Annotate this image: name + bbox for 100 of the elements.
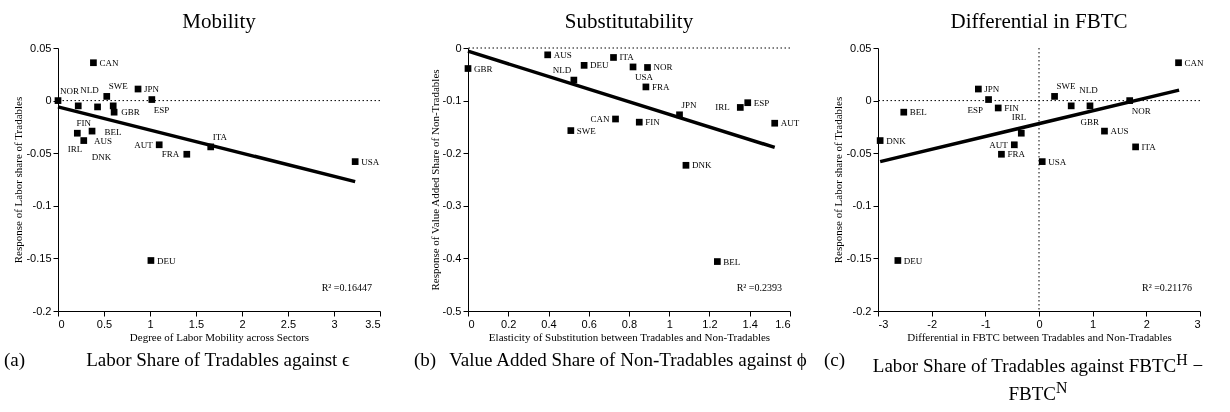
- x-tick-label: 2: [1143, 317, 1150, 330]
- y-tick-label: -0.4: [442, 251, 462, 264]
- data-label: NOR: [1131, 105, 1151, 116]
- data-label: DEU: [903, 255, 923, 266]
- text: Labor Share of Tradables against ϵ: [85, 349, 351, 371]
- x-tick-label: 0.5: [96, 317, 113, 330]
- data-label: GBR: [121, 106, 140, 117]
- point: [1051, 93, 1058, 100]
- data-label: ITA: [212, 131, 228, 142]
- data-label: SWE: [108, 81, 129, 92]
- data-label: NLD: [552, 65, 572, 76]
- data-label: NLD: [1079, 84, 1099, 95]
- data-label: JPN: [144, 84, 160, 95]
- y-axis-title: Response of Labor share of Tradables: [12, 96, 25, 264]
- data-label: AUT: [780, 118, 800, 129]
- data-label: FIN: [76, 117, 92, 128]
- point: [90, 59, 97, 67]
- x-tick-label: 1.4: [742, 317, 758, 330]
- text: (b): [413, 349, 438, 371]
- text: Labor Share of Tradables against FBTC$^{H}$ − FBTC$^{N}$: [872, 351, 1204, 405]
- annotation: R² =0.2393: [736, 282, 782, 293]
- data-label: DNK: [886, 135, 907, 146]
- data-label: AUT: [989, 139, 1009, 150]
- point: [464, 65, 472, 72]
- y-tick-label: -0.2: [32, 304, 52, 317]
- point: [1132, 143, 1139, 151]
- x-tick-label: 0.2: [501, 317, 517, 330]
- x-tick-label: -3: [878, 317, 889, 330]
- y-tick-label: 0.05: [850, 41, 872, 54]
- y-tick-label: -0.15: [26, 251, 52, 264]
- point: [1101, 127, 1108, 135]
- data-label: USA: [635, 71, 654, 82]
- y-tick-label: -0.05: [26, 146, 52, 159]
- data-label: SWE: [576, 125, 597, 136]
- x-tick-label: 3.5: [365, 317, 381, 330]
- point: [110, 108, 118, 116]
- text: (c): [823, 349, 847, 372]
- point: [148, 96, 156, 103]
- point: [351, 158, 359, 165]
- point: [147, 257, 155, 264]
- y-tick-label: 0: [455, 41, 462, 54]
- data-label: IRL: [1011, 112, 1027, 123]
- data-label: FIN: [1004, 102, 1020, 113]
- x-axis-title: Elasticity of Substitution between Tradables and Non-Tradables: [488, 330, 771, 343]
- x-tick-label: 1.6: [775, 317, 791, 330]
- data-label: ITA: [1141, 141, 1157, 152]
- point: [580, 62, 588, 69]
- x-tick-label: 2: [239, 317, 246, 330]
- point: [975, 85, 982, 93]
- y-tick-label: -0.2: [852, 304, 872, 317]
- point: [109, 102, 117, 110]
- x-tick-label: 0.8: [621, 317, 638, 330]
- data-label: CAN: [99, 57, 119, 68]
- x-tick-label: 0: [468, 317, 475, 330]
- data-label: NLD: [80, 84, 100, 95]
- point: [771, 119, 779, 127]
- data-label: NOR: [60, 85, 80, 96]
- y-tick-label: -0.2: [442, 146, 462, 159]
- point: [736, 104, 744, 111]
- y-axis-title: Response of Labor share of Tradables: [832, 96, 845, 264]
- chart-title: Substitutability: [564, 9, 694, 33]
- data-label: BEL: [104, 127, 122, 138]
- data-label: FRA: [651, 81, 670, 92]
- y-tick-label: 0: [45, 94, 52, 107]
- y-tick-label: -0.05: [846, 146, 872, 159]
- point: [94, 103, 101, 111]
- point: [155, 141, 163, 149]
- point: [610, 54, 617, 61]
- y-tick-label: 0.05: [30, 41, 52, 54]
- x-tick-label: 0.6: [581, 317, 597, 330]
- x-axis-title: Degree of Labor Mobility across Sectors: [129, 330, 310, 343]
- point: [612, 115, 619, 123]
- data-label: CAN: [1184, 57, 1205, 68]
- y-tick-label: -0.5: [442, 304, 462, 317]
- point: [994, 104, 1002, 112]
- y-tick-label: -0.3: [442, 199, 462, 212]
- chart-title: Mobility: [182, 9, 257, 33]
- data-label: FRA: [1007, 149, 1026, 160]
- data-label: AUT: [134, 139, 154, 150]
- data-label: ITA: [619, 52, 635, 63]
- point: [103, 93, 111, 100]
- x-tick-label: 1: [147, 317, 154, 330]
- point: [1017, 129, 1025, 137]
- data-label: DEU: [590, 60, 610, 71]
- data-label: ESP: [153, 104, 170, 115]
- data-label: DNK: [691, 160, 712, 171]
- x-axis-title: Differential in FBTC between Tradables and Non-Tradables: [907, 330, 1172, 343]
- point: [713, 258, 721, 265]
- x-tick-label: 1.5: [188, 317, 205, 330]
- y-tick-label: -0.15: [846, 251, 872, 264]
- point: [183, 150, 191, 158]
- point: [876, 137, 884, 144]
- data-label: CAN: [590, 114, 611, 125]
- x-tick-label: -1: [980, 317, 991, 330]
- point: [80, 137, 88, 144]
- point: [682, 161, 690, 169]
- point: [635, 118, 643, 126]
- point: [73, 129, 81, 137]
- point: [900, 108, 908, 116]
- data-label: AUS: [1110, 126, 1129, 137]
